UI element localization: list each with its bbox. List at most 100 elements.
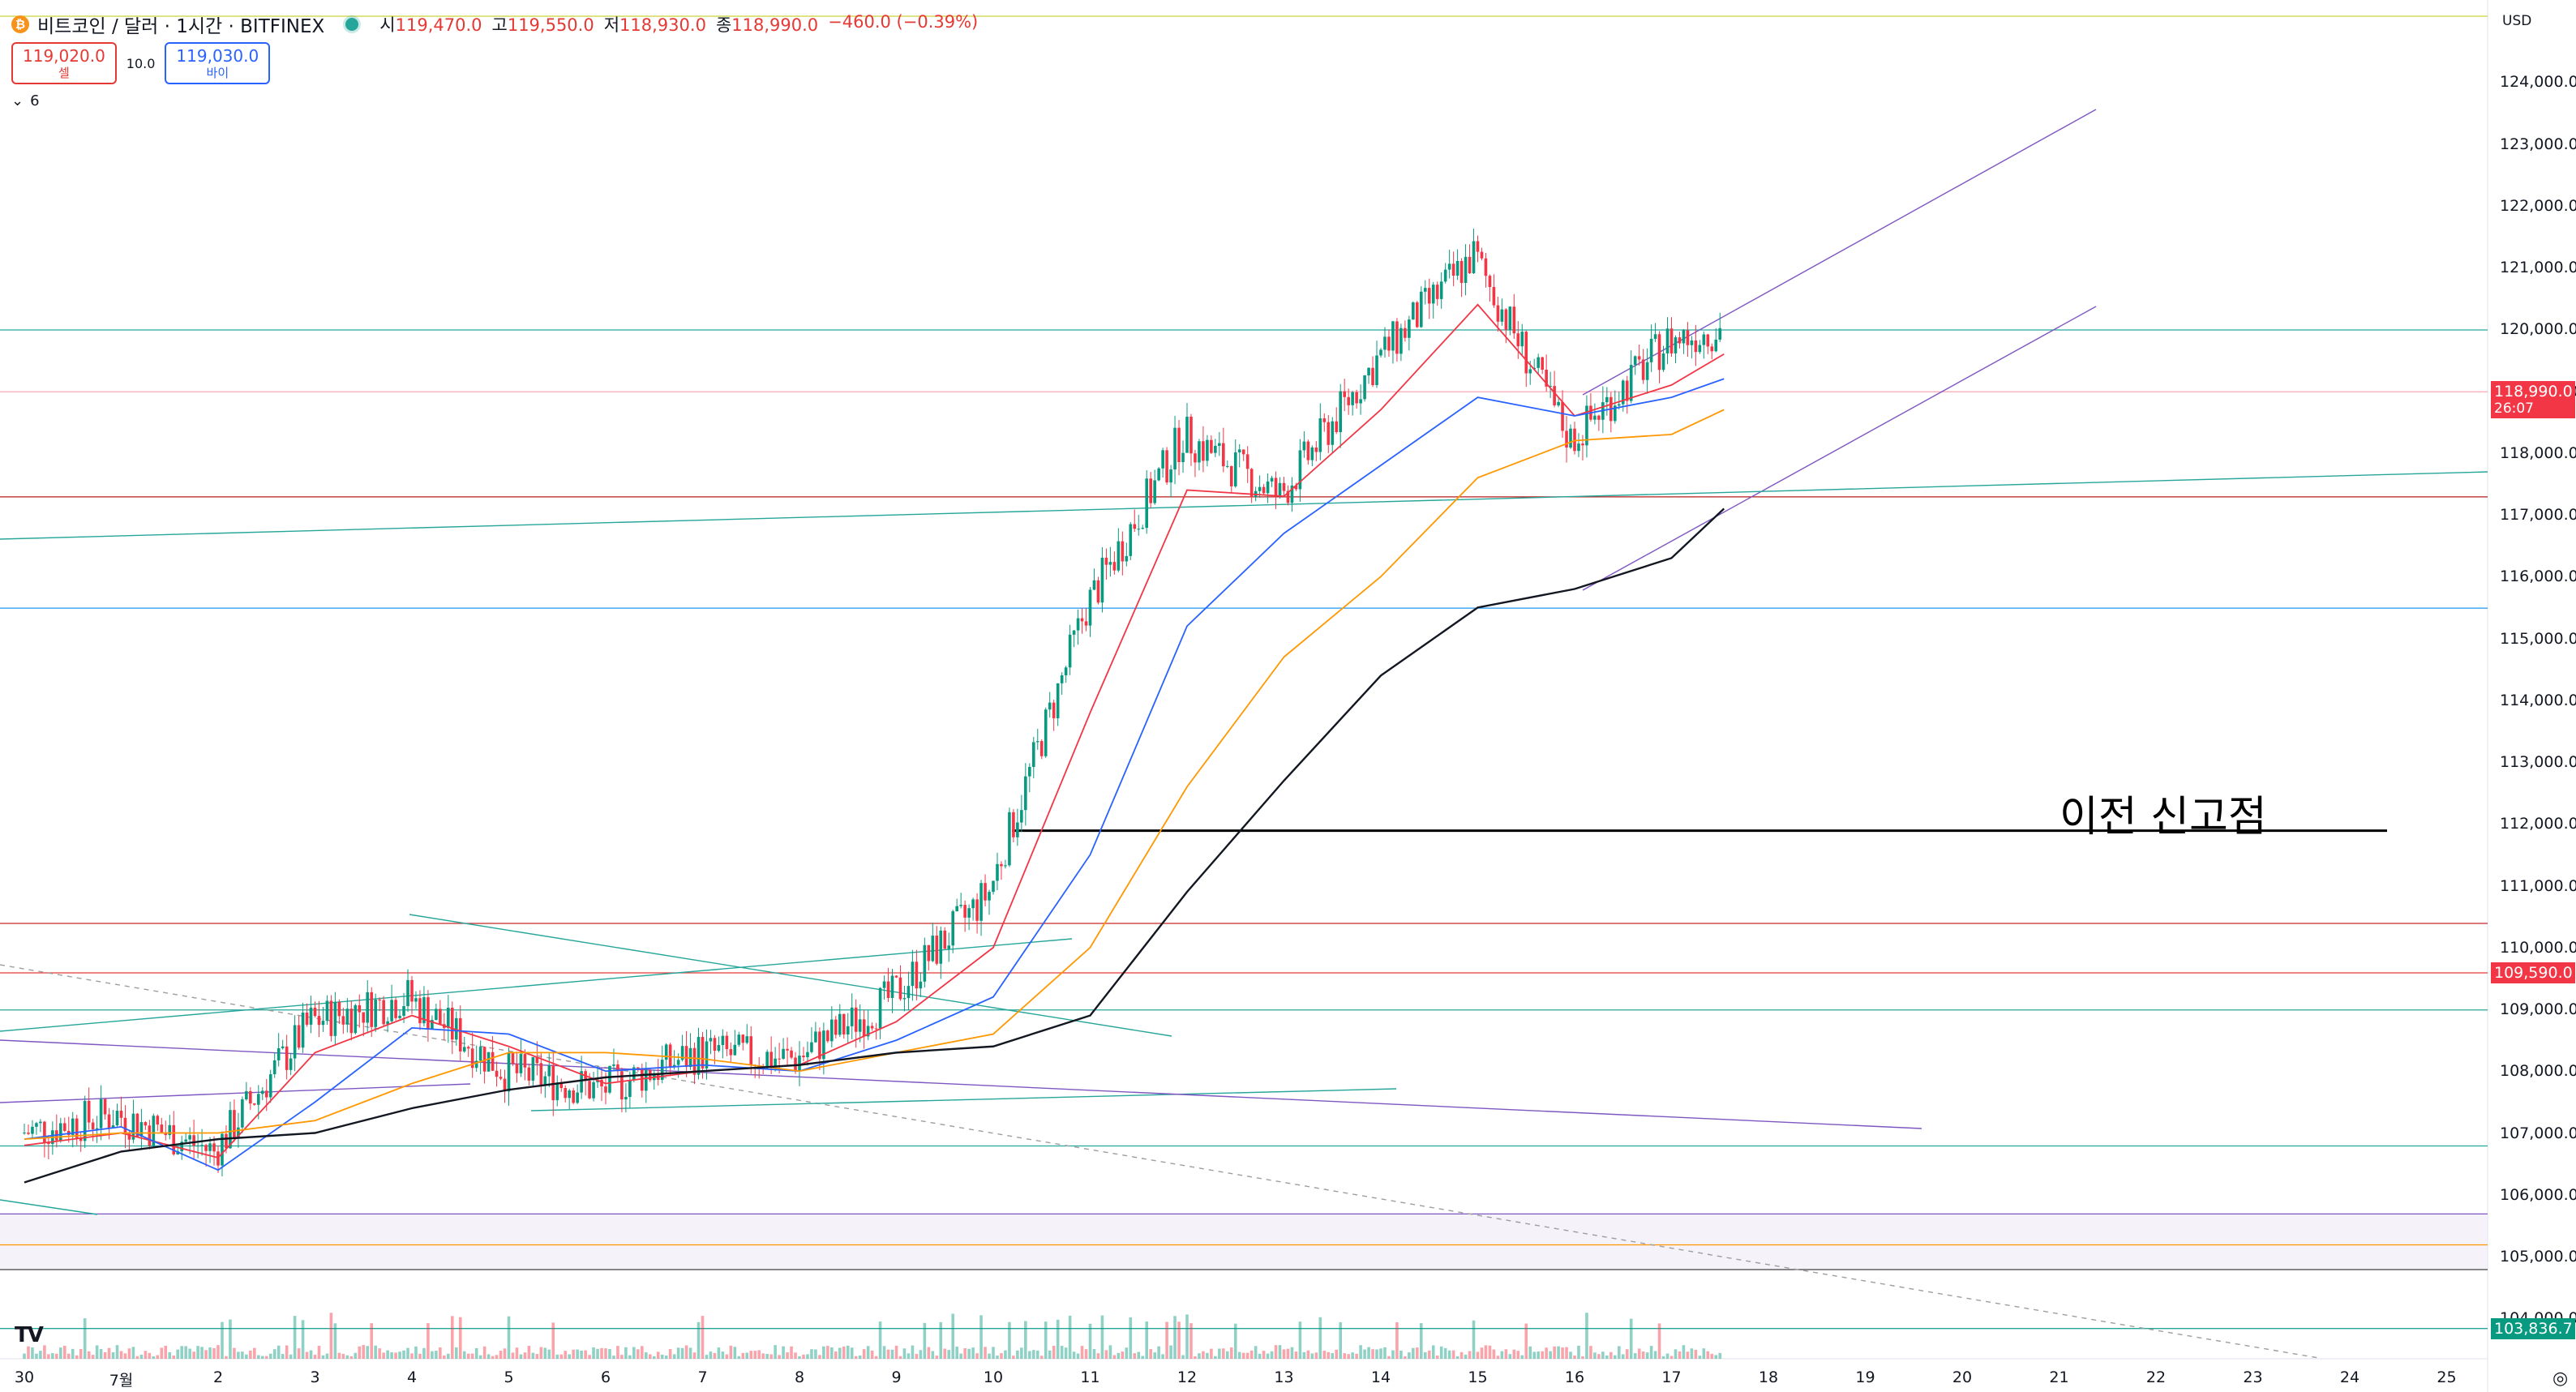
candle-body [923, 944, 927, 982]
volume-bar [390, 1352, 393, 1359]
volume-bar [701, 1316, 705, 1359]
candle-body [281, 1046, 285, 1048]
price-tick-label: 106,000.0 [2500, 1185, 2576, 1204]
candle-body [1198, 441, 1201, 463]
volume-bar [1549, 1351, 1552, 1359]
volume-bar [285, 1345, 289, 1359]
volume-bar [984, 1347, 987, 1359]
candle-body [321, 1021, 325, 1026]
candle-body [216, 1151, 220, 1166]
volume-bar [1565, 1347, 1568, 1359]
volume-bar [499, 1351, 503, 1359]
volume-bar [47, 1354, 50, 1359]
candle-body [1573, 428, 1576, 452]
volume-bar [103, 1351, 107, 1359]
volume-bar [931, 1351, 935, 1359]
tradingview-logo[interactable]: TV [15, 1323, 44, 1347]
volume-bar [1202, 1351, 1205, 1359]
volume-bar [802, 1354, 805, 1359]
volume-bar [539, 1347, 543, 1359]
candle-body [774, 1058, 777, 1068]
volume-bar [1633, 1353, 1637, 1359]
candle-body [1314, 447, 1318, 452]
volume-bar [790, 1346, 793, 1359]
currency-label[interactable]: USD [2502, 13, 2532, 29]
candle-body [362, 1012, 366, 1023]
candle-body [156, 1116, 160, 1125]
volume-bar [1605, 1355, 1609, 1359]
buy-button[interactable]: 119,030.0 바이 [165, 42, 271, 84]
volume-bar [1076, 1353, 1080, 1359]
volume-bar [1214, 1356, 1217, 1359]
candle-body [765, 1051, 769, 1069]
candle-body [192, 1135, 195, 1146]
volume-bar [1028, 1351, 1031, 1359]
time-tick-label: 4 [406, 1368, 418, 1386]
volume-bar [1331, 1353, 1335, 1359]
price-axis-label-value: 109,590.0 [2494, 964, 2573, 982]
volume-bar [1451, 1350, 1455, 1359]
price-axis-label: 118,990.0 26:07 [2491, 381, 2575, 419]
candle-body [890, 975, 894, 998]
volume-bar [652, 1356, 656, 1359]
volume-bar [1294, 1351, 1298, 1359]
volume-bar [1714, 1355, 1718, 1359]
candle-body [1419, 291, 1423, 328]
candle-body [1092, 580, 1096, 590]
candle-body [491, 1051, 495, 1071]
time-tick-label: 22 [2145, 1368, 2167, 1386]
symbol-title[interactable]: 비트코인 / 달러 · 1시간 · BITFINEX [37, 16, 325, 37]
volume-bar [979, 1315, 983, 1359]
volume-bar [62, 1346, 66, 1359]
price-axis-label-value: 103,836.7 [2494, 1319, 2573, 1338]
candle-body [1112, 562, 1117, 571]
candle-body [1423, 288, 1427, 292]
candle-body [1416, 302, 1419, 328]
volume-bar [1363, 1349, 1366, 1359]
volume-bar [1686, 1351, 1690, 1359]
volume-bar [890, 1349, 894, 1359]
candle-body [43, 1121, 46, 1143]
candle-body [1464, 256, 1468, 283]
candle-body [519, 1054, 523, 1073]
candle-body [733, 1044, 737, 1056]
volume-bar [1310, 1353, 1314, 1359]
volume-bar [1617, 1346, 1621, 1359]
volume-bar [443, 1355, 446, 1359]
candle-body [354, 1004, 358, 1034]
candle-body [1351, 392, 1354, 405]
settings-icon[interactable]: ◎ [2552, 1368, 2569, 1389]
volume-bar [135, 1356, 139, 1359]
volume-bar [305, 1351, 309, 1359]
volume-bar [1496, 1356, 1500, 1359]
volume-bar [1306, 1350, 1310, 1359]
volume-bar [1020, 1347, 1023, 1359]
time-tick-label: 23 [2243, 1368, 2263, 1386]
volume-bar [668, 1349, 672, 1359]
time-tick-label: 15 [1468, 1368, 1488, 1386]
horizontal-levels-layer [0, 15, 2488, 1330]
time-tick-label: 10 [983, 1368, 1004, 1386]
sell-button[interactable]: 119,020.0 셀 [11, 42, 117, 84]
previous-high-annotation[interactable]: 이전 신고점 [2060, 793, 2267, 842]
volume-bar [943, 1348, 947, 1359]
candle-body [370, 992, 374, 1027]
candle-body [139, 1122, 144, 1137]
candle-body [1117, 541, 1121, 571]
candle-body [1035, 741, 1039, 743]
volume-bar [1653, 1351, 1657, 1359]
candle-body [83, 1100, 87, 1141]
candle-body [725, 1035, 729, 1050]
time-tick-label: 17 [1661, 1368, 1682, 1386]
candle-body [317, 1016, 321, 1026]
candle-body [225, 1133, 228, 1149]
volume-bar [1431, 1345, 1435, 1359]
indicators-toggle[interactable]: ⌄ 6 [11, 92, 40, 109]
volume-bar [1492, 1349, 1496, 1359]
candle-body [830, 1019, 834, 1042]
candle-body [1266, 481, 1270, 494]
high-value: 119,550.0 [507, 15, 594, 35]
volume-bar [1694, 1349, 1698, 1359]
candle-body [1565, 430, 1568, 448]
